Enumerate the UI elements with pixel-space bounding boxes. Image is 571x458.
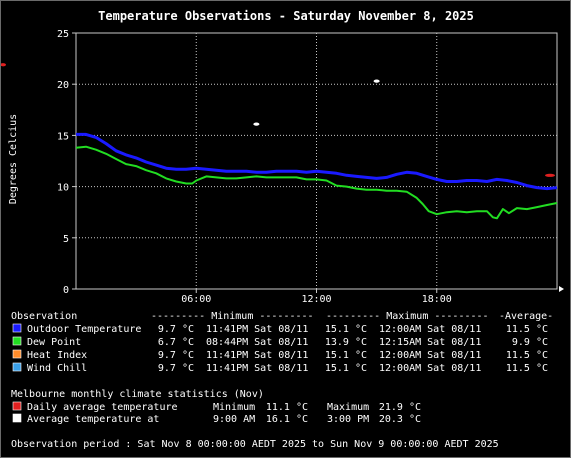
table-cell-average: 11.5 °C [506,324,548,335]
table-cell-min-value: 9.7 °C [158,363,194,374]
legend-swatch [12,349,22,359]
table-cell-max-time: 12:15AM Sat 08/11 [379,337,481,348]
plot-border [75,32,558,290]
series-line-outdoor-temperature [76,132,558,191]
x-tick-label-2: 18:00 [422,294,452,305]
x-tick-label-0: 06:00 [181,294,211,305]
climate-b-value: 21.9 °C [379,402,421,413]
climate-label: Daily average temperature [27,402,178,413]
climate-a-label: 9:00 AM [213,414,255,425]
table-cell-name: Heat Index [27,350,87,361]
climate-swatch [12,413,22,423]
climate-markers [1,63,555,177]
climate-b-label: 3:00 PM [327,414,369,425]
table-cell-max-time: 12:00AM Sat 08/11 [379,363,481,374]
stats-table: Observation --------- Minimum --------- … [11,311,553,374]
legend-swatch [12,336,22,346]
x-tick-label-1: 12:00 [301,294,331,305]
grid [76,33,557,289]
legend-swatch [12,323,22,333]
y-tick-label-25: 25 [57,29,69,40]
chart-title: Temperature Observations - Saturday Nove… [98,9,474,23]
climate-marker-1 [545,173,555,177]
table-cell-name: Wind Chill [27,363,87,374]
table-cell-min-time: 11:41PM Sat 08/11 [206,363,308,374]
climate-a-value: 11.1 °C [266,402,308,413]
table-cell-average: 11.5 °C [506,363,548,374]
table-cell-max-value: 13.9 °C [325,337,367,348]
table-cell-max-value: 15.1 °C [325,324,367,335]
table-cell-max-value: 15.1 °C [325,350,367,361]
col-header-minimum: --------- Minimum --------- [151,311,314,322]
y-tick-label-5: 5 [63,234,69,245]
table-cell-max-value: 15.1 °C [325,363,367,374]
table-cell-min-time: 08:44PM Sat 08/11 [206,337,308,348]
climate-stats: Melbourne monthly climate statistics (No… [11,389,421,425]
climate-a-label: Minimum [213,402,255,413]
table-cell-min-value: 9.7 °C [158,350,194,361]
y-axis-label: Degrees Celcius [8,114,19,204]
y-tick-label-0: 0 [63,285,69,296]
axis-ticks: 0 5 10 15 20 25 06:00 12:00 18:00 [57,29,452,305]
table-cell-min-time: 11:41PM Sat 08/11 [206,350,308,361]
climate-marker-3 [373,79,380,83]
table-cell-min-time: 11:41PM Sat 08/11 [206,324,308,335]
x-axis-arrow-icon [559,286,564,292]
climate-marker-2 [253,122,260,126]
table-cell-average: 9.9 °C [512,337,548,348]
table-cell-min-value: 6.7 °C [158,337,194,348]
climate-swatch [12,401,22,411]
climate-heading: Melbourne monthly climate statistics (No… [11,389,264,400]
table-cell-max-time: 12:00AM Sat 08/11 [379,324,481,335]
climate-b-label: Maximum [327,402,369,413]
climate-marker-0 [1,63,6,67]
col-header-average: -Average- [499,311,553,322]
observation-period: Observation period : Sat Nov 8 00:00:00 … [11,439,499,450]
table-cell-name: Outdoor Temperature [27,324,141,335]
table-cell-min-value: 9.7 °C [158,324,194,335]
y-tick-label-10: 10 [57,183,69,194]
legend-swatch [12,362,22,372]
y-tick-label-20: 20 [57,80,69,91]
climate-label: Average temperature at [27,414,159,425]
climate-a-value: 16.1 °C [266,414,308,425]
series-line-dew-point [75,145,558,220]
col-header-observation: Observation [11,311,77,322]
table-cell-name: Dew Point [27,337,81,348]
y-tick-label-15: 15 [57,131,69,142]
series-lines [75,132,558,220]
col-header-maximum: --------- Maximum --------- [326,311,489,322]
table-cell-average: 11.5 °C [506,350,548,361]
table-cell-max-time: 12:00AM Sat 08/11 [379,350,481,361]
climate-b-value: 20.3 °C [379,414,421,425]
